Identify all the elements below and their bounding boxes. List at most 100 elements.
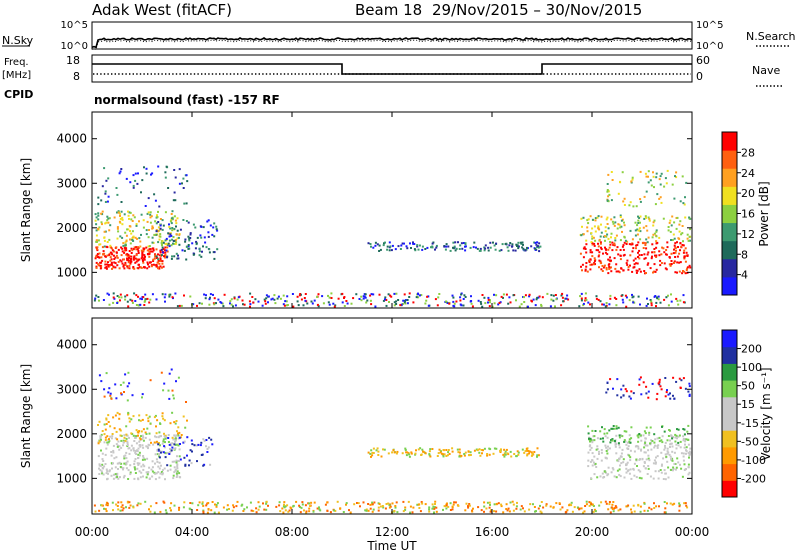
power-point (554, 294, 557, 296)
power-point (483, 296, 486, 299)
power-point (204, 297, 207, 300)
velocity-point (164, 451, 167, 454)
velocity-point (308, 507, 311, 510)
velocity-point (116, 505, 119, 507)
velocity-point (137, 447, 140, 450)
velocity-point (211, 501, 214, 503)
velocity-point (174, 468, 177, 471)
power-point (185, 220, 188, 222)
velocity-point (566, 509, 569, 512)
velocity-point (532, 503, 534, 506)
velocity-point (587, 425, 590, 428)
power-point (182, 187, 185, 189)
velocity-point (663, 448, 666, 451)
power-point (173, 215, 176, 218)
velocity-point (215, 505, 218, 508)
power-point (533, 241, 536, 244)
velocity-point (114, 383, 117, 386)
velocity-point (180, 436, 182, 439)
velocity-point (162, 438, 165, 441)
velocity-point (174, 439, 177, 442)
velocity-point (158, 453, 160, 456)
velocity-point (265, 502, 268, 505)
power-point (136, 246, 139, 249)
velocity-point (421, 448, 424, 451)
velocity-point (593, 455, 596, 458)
velocity-point (661, 435, 664, 438)
velocity-point (504, 453, 507, 456)
velocity-point (689, 451, 692, 454)
power-point (273, 294, 276, 297)
velocity-point (372, 508, 375, 511)
velocity-point (627, 445, 630, 448)
velocity-point (428, 453, 431, 456)
velocity-point (128, 420, 131, 423)
velocity-point (126, 460, 129, 463)
power-point (670, 239, 672, 241)
velocity-point (639, 510, 642, 513)
velocity-point (443, 453, 446, 456)
velocity-point (167, 389, 170, 392)
velocity-point (535, 510, 537, 513)
velocity-point (486, 501, 489, 504)
power-point (157, 226, 160, 229)
velocity-point (676, 457, 679, 460)
power-point (159, 249, 162, 252)
velocity-point (656, 455, 659, 458)
power-point (629, 264, 631, 267)
power-point (139, 303, 142, 306)
velocity-point (499, 449, 502, 452)
velocity-point (675, 380, 678, 383)
velocity-point (679, 386, 682, 389)
velocity-point (422, 450, 425, 453)
velocity-point (125, 437, 128, 440)
power-point (679, 249, 681, 252)
velocity-point (172, 394, 175, 397)
velocity-point (213, 511, 216, 514)
velocity-point (184, 464, 187, 467)
power-point (98, 226, 101, 229)
velocity-point (183, 456, 186, 459)
velocity-point (469, 451, 472, 454)
power-point (100, 256, 103, 259)
power-point (100, 212, 103, 215)
velocity-point (115, 443, 118, 446)
noise-panel-frame (91, 21, 693, 50)
power-point (152, 258, 155, 261)
power-point (164, 243, 167, 246)
velocity-point (128, 447, 131, 450)
velocity-point (138, 470, 141, 473)
time-tick-label: 16:00 (475, 525, 510, 539)
power-point (655, 268, 658, 271)
power-point (536, 296, 539, 299)
power-point (637, 295, 640, 298)
velocity-point (655, 505, 658, 508)
cpid-label: CPID (4, 88, 33, 101)
power-point (614, 237, 617, 239)
power-point (615, 248, 618, 251)
velocity-point (670, 442, 673, 445)
power-point (682, 244, 685, 247)
power-point (674, 256, 677, 258)
velocity-point (673, 451, 676, 454)
power-point (108, 253, 111, 256)
velocity-point (102, 460, 105, 462)
velocity-point (103, 423, 106, 426)
velocity-point (678, 502, 681, 505)
velocity-point (526, 449, 529, 452)
power-point (452, 296, 455, 299)
velocity-point (668, 453, 671, 456)
power-point (167, 187, 170, 189)
power-point (677, 246, 679, 248)
velocity-point (515, 505, 518, 508)
power-point (148, 245, 151, 248)
noise-tick-bottom: 10^0 (61, 41, 88, 52)
velocity-point (100, 438, 102, 441)
power-point (401, 242, 404, 245)
velocity-point (109, 435, 112, 438)
velocity-point (123, 455, 126, 458)
velocity-colorbar-segment (722, 413, 737, 431)
velocity-point (145, 476, 148, 479)
velocity-point (618, 434, 621, 437)
velocity-point (309, 505, 312, 507)
